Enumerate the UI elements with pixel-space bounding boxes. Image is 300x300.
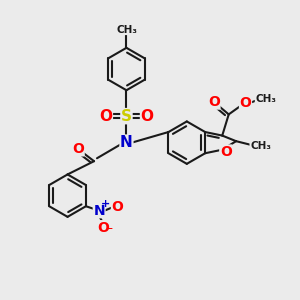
Text: O: O bbox=[141, 109, 154, 124]
Text: N: N bbox=[93, 204, 105, 218]
Text: O: O bbox=[72, 142, 84, 156]
Text: N: N bbox=[120, 135, 133, 150]
Text: O: O bbox=[208, 95, 220, 109]
Text: O: O bbox=[220, 145, 232, 159]
Text: O: O bbox=[112, 200, 123, 214]
Text: O: O bbox=[99, 109, 112, 124]
Text: +: + bbox=[101, 199, 110, 209]
Text: ⁻: ⁻ bbox=[106, 224, 113, 238]
Text: O: O bbox=[240, 96, 251, 110]
Text: CH₃: CH₃ bbox=[250, 141, 271, 151]
Text: S: S bbox=[121, 109, 132, 124]
Text: CH₃: CH₃ bbox=[116, 25, 137, 34]
Text: O: O bbox=[97, 221, 109, 235]
Text: CH₃: CH₃ bbox=[255, 94, 276, 104]
